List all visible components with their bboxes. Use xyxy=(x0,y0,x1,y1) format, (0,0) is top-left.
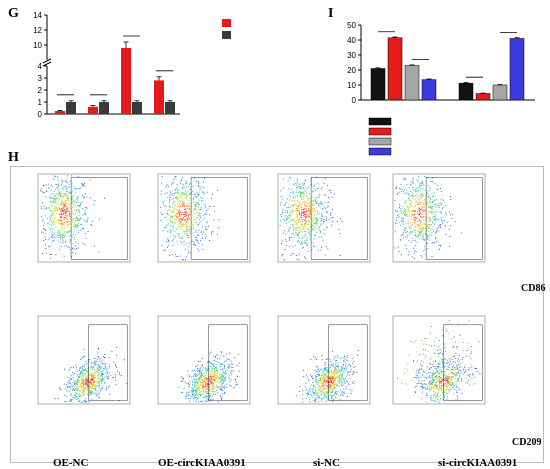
bar xyxy=(404,65,420,101)
bar xyxy=(492,84,508,101)
y-tick-label: 10 xyxy=(33,41,42,50)
bar xyxy=(475,93,491,101)
bar xyxy=(99,102,109,114)
y-tick-label: 14 xyxy=(33,11,42,20)
legend-swatch xyxy=(222,19,231,27)
legend-swatch xyxy=(368,147,392,156)
flow-scatter-dots xyxy=(295,350,359,403)
flow-gate xyxy=(310,177,368,260)
y-tick-label: 4 xyxy=(38,62,43,71)
y-tick-label: 2 xyxy=(38,86,43,95)
bar xyxy=(458,82,474,101)
flow-scatter-dots xyxy=(54,346,128,403)
bar xyxy=(421,79,437,101)
flow-gate xyxy=(425,177,483,260)
flow-scatter-dots xyxy=(159,175,220,261)
col-label-oe-circ: OE-circKIAA0391 xyxy=(158,457,246,469)
panel-letter-i: I xyxy=(328,6,334,21)
flow-gate xyxy=(70,177,128,260)
panel-letter-h: H xyxy=(8,150,19,165)
flow-plot-box xyxy=(37,173,131,263)
legend-swatch xyxy=(368,137,392,146)
bar xyxy=(121,48,131,114)
flow-plot-box xyxy=(392,173,486,263)
flow-gate xyxy=(88,324,128,401)
row-label-cd209: CD209 xyxy=(512,437,542,448)
y-tick-label: 50 xyxy=(347,21,356,30)
bar xyxy=(154,80,164,114)
panel-letter-g: G xyxy=(8,6,19,21)
flow-panel-frame xyxy=(10,166,544,463)
flow-gate xyxy=(190,177,248,260)
y-tick-label: 3 xyxy=(38,74,43,83)
flow-gate xyxy=(328,324,368,401)
legend-swatch xyxy=(368,117,392,126)
flow-scatter-dots xyxy=(394,175,462,259)
y-tick-label: 20 xyxy=(347,66,356,75)
flow-gate xyxy=(443,324,483,401)
flow-scatter-dots xyxy=(279,176,343,261)
col-label-oe-nc: OE-NC xyxy=(53,457,89,469)
flow-plot-box xyxy=(277,173,371,263)
y-tick-label: 10 xyxy=(347,81,356,90)
bar xyxy=(66,102,76,114)
y-tick-label: 40 xyxy=(347,36,356,45)
bar xyxy=(88,106,98,114)
bar xyxy=(165,102,175,114)
y-tick-label: 0 xyxy=(38,110,43,119)
bar xyxy=(132,102,142,114)
flow-gate xyxy=(208,324,248,401)
bar xyxy=(387,37,403,101)
chart-h xyxy=(37,173,486,405)
y-tick-label: 12 xyxy=(33,26,42,35)
bar xyxy=(509,38,525,101)
legend-swatch xyxy=(368,127,392,136)
flow-scatter-dots xyxy=(40,175,105,259)
chart-i: 0 10 20 30 40 50 xyxy=(347,21,535,156)
y-tick-label: 30 xyxy=(347,51,356,60)
bar xyxy=(370,68,386,101)
col-label-si-nc: si-NC xyxy=(313,457,340,469)
axis-break-mark xyxy=(42,58,52,64)
flow-scatter-dots xyxy=(178,351,240,403)
y-tick-label: 0 xyxy=(352,96,357,105)
col-label-si-circ: si-circKIAA0391 xyxy=(438,457,518,469)
row-label-cd86: CD86 xyxy=(521,283,546,294)
y-tick-label: 1 xyxy=(38,98,43,107)
legend-swatch xyxy=(222,31,231,39)
flow-scatter-dots xyxy=(396,319,482,403)
axis-break-mark xyxy=(42,61,52,67)
bar xyxy=(55,111,65,114)
